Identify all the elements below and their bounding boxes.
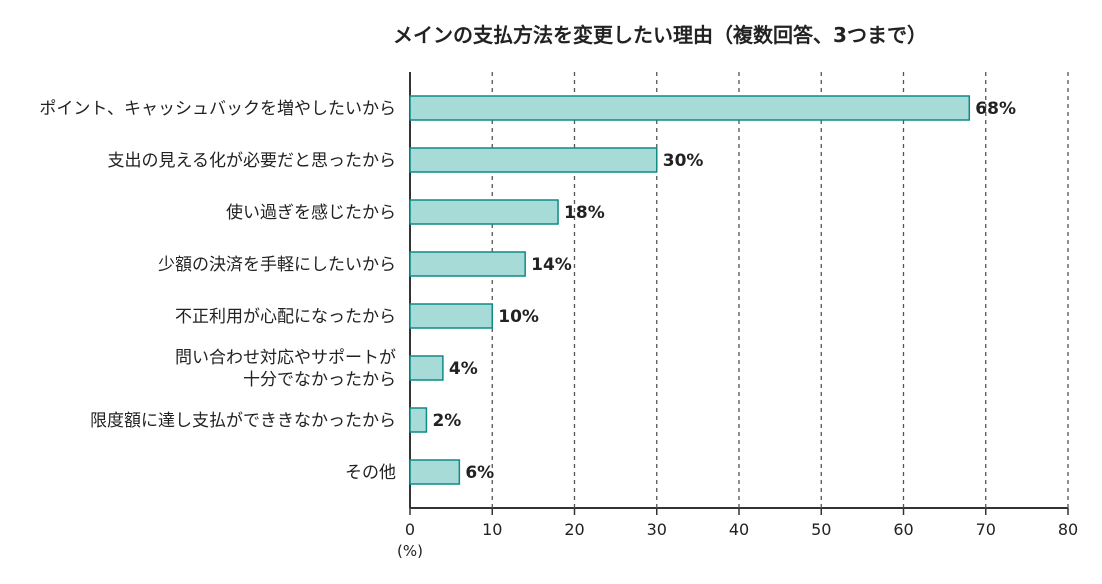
x-tick-label: 40 — [729, 520, 749, 539]
bar-value-label: 14% — [531, 255, 572, 275]
bar — [409, 303, 493, 329]
bar — [409, 147, 658, 173]
bars — [409, 95, 971, 485]
category-labels: ポイント、キャッシュバックを増やしたいから支出の見える化が必要だと思ったから使い… — [39, 99, 396, 483]
category-label: ポイント、キャッシュバックを増やしたいから — [39, 99, 396, 119]
category-label: 支出の見える化が必要だと思ったから — [108, 151, 397, 171]
grid-lines — [409, 72, 1069, 509]
bar — [409, 407, 428, 433]
bar-value-label: 2% — [432, 411, 461, 431]
value-labels: 68% 30% 18% 14% 10% 4% 2% 6% — [432, 99, 1016, 483]
x-tick-label: 0 — [405, 520, 415, 539]
x-axis-ticks: 0 10 20 30 40 50 60 70 80 — [405, 508, 1078, 539]
category-label: 限度額に達し支払ができきなかったから — [90, 411, 396, 431]
bar — [409, 459, 461, 485]
category-label: 不正利用が心配になったから — [175, 307, 396, 327]
bar — [409, 355, 444, 381]
category-label: 問い合わせ対応やサポートが十分でなかったから — [175, 348, 396, 390]
bar — [409, 199, 559, 225]
x-tick-label: 60 — [893, 520, 913, 539]
bar-value-label: 30% — [663, 151, 704, 171]
x-tick-label: 20 — [564, 520, 584, 539]
bar-value-label: 68% — [975, 99, 1016, 119]
bar — [409, 251, 526, 277]
chart-title: メインの支払方法を変更したい理由（複数回答、3つまで） — [393, 23, 927, 47]
bar-value-label: 10% — [498, 307, 539, 327]
category-label: 使い過ぎを感じたから — [226, 202, 396, 223]
category-label: その他 — [345, 463, 396, 483]
bar-value-label: 4% — [449, 359, 478, 379]
category-label: 少額の決済を手軽にしたいから — [158, 255, 396, 275]
bar-value-label: 6% — [465, 463, 494, 483]
x-tick-label: 30 — [647, 520, 667, 539]
bar-value-label: 18% — [564, 203, 605, 223]
x-axis-unit-label: (%) — [397, 542, 423, 560]
x-tick-label: 10 — [482, 520, 502, 539]
x-tick-label: 70 — [976, 520, 996, 539]
bar — [409, 95, 971, 121]
x-tick-label: 50 — [811, 520, 831, 539]
x-tick-label: 80 — [1058, 520, 1078, 539]
